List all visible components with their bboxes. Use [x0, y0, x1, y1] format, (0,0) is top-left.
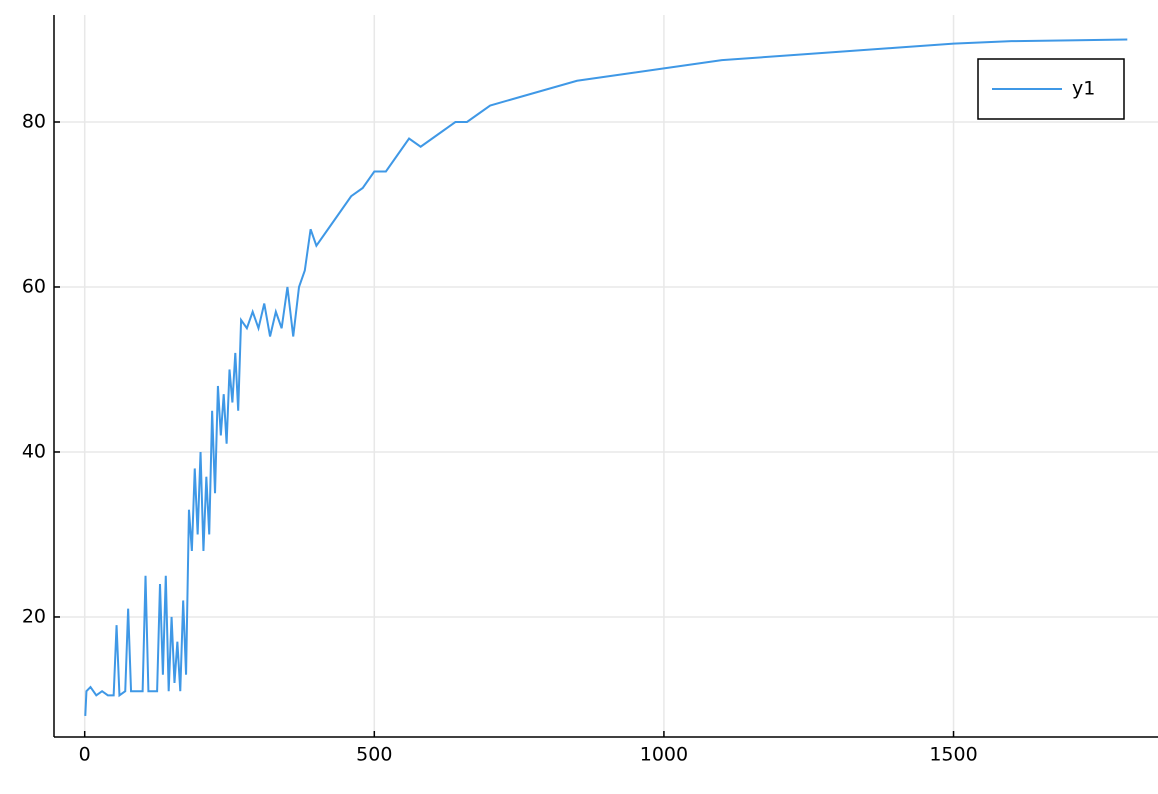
y-tick-label: 20 [22, 605, 46, 627]
y-tick-label: 60 [22, 275, 46, 297]
legend-label: y1 [1072, 78, 1095, 100]
x-tick-label: 500 [356, 744, 392, 766]
x-tick-label: 1500 [929, 744, 977, 766]
y-tick-label: 40 [22, 440, 46, 462]
data-line [84, 38, 1128, 717]
y-tick-label: 80 [22, 110, 46, 132]
x-tick-label: 0 [79, 744, 91, 766]
x-tick-label: 1000 [640, 744, 688, 766]
